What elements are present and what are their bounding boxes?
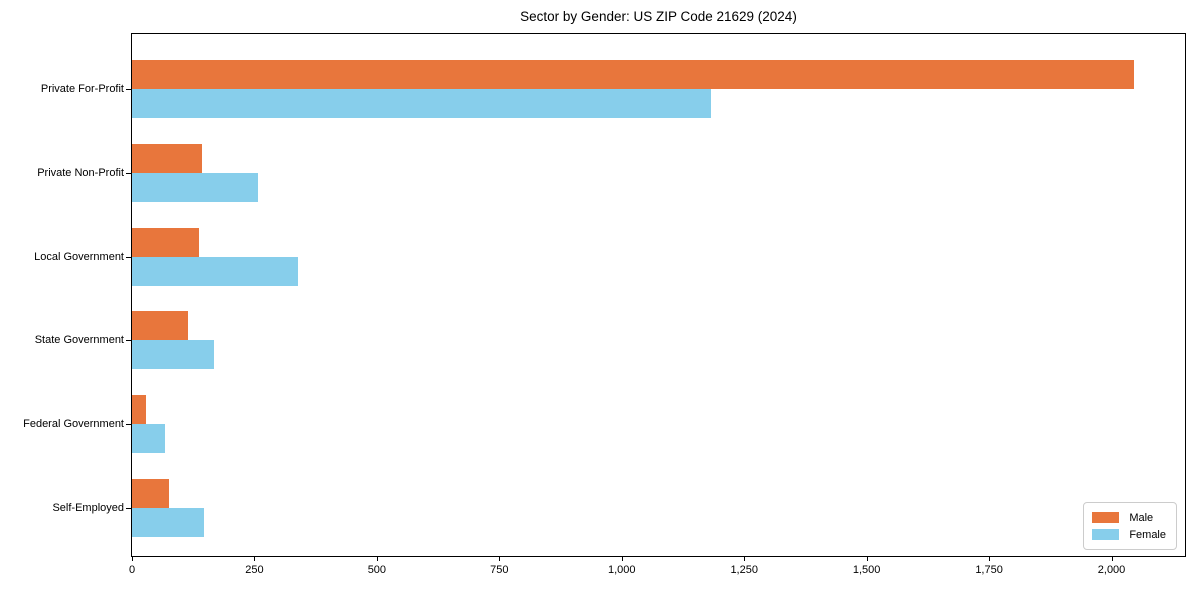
legend-swatch-female [1092,529,1120,540]
y-axis-tick [126,256,132,258]
x-axis-tick [376,556,378,561]
bar-male-3 [132,311,189,341]
x-axis-tick-label: 0 [128,564,136,576]
x-axis-tick [744,556,746,561]
bar-male-0 [132,60,1134,89]
y-axis-label: Federal Government [23,418,124,431]
legend-item-female: Female [1092,526,1166,543]
chart-title: Sector by Gender: US ZIP Code 21629 (202… [520,9,797,24]
y-axis-tick [126,508,132,509]
legend: Male Female [1083,502,1177,550]
y-axis-label: Local Government [34,250,124,263]
x-axis-tick-label: 1,500 [852,564,881,576]
bar-female-0 [132,89,712,118]
bar-male-4 [132,395,147,425]
y-axis-tick [126,340,132,342]
y-axis-tick [126,424,132,426]
x-axis-tick-label: 1,000 [608,564,636,576]
x-axis-tick [132,556,133,561]
x-axis-tick-label: 1,750 [975,564,1003,576]
x-axis-tick-label: 2,000 [1097,564,1126,576]
x-axis-tick [621,556,623,561]
x-axis-tick [254,556,256,561]
y-axis-label: Private For-Profit [40,83,124,95]
legend-swatch-male [1092,512,1120,523]
bar-female-4 [132,424,165,454]
x-axis-tick-label: 250 [245,564,264,576]
x-axis-tick-label: 500 [367,564,387,576]
x-axis-tick-label: 1,250 [730,564,758,576]
legend-label-female: Female [1129,528,1166,541]
bar-female-1 [132,172,259,202]
y-axis-tick [126,172,132,174]
x-axis-tick [1111,556,1113,561]
y-axis-label: State Government [34,334,124,347]
x-axis-tick [866,556,868,561]
x-axis-tick [989,556,991,561]
y-axis-label: Self-Employed [52,502,124,514]
bar-female-2 [132,256,298,286]
y-axis-label: Private Non-Profit [37,166,124,179]
bar-female-5 [132,508,204,537]
x-axis-tick-label: 750 [490,564,509,576]
bar-male-1 [132,143,203,173]
bar-male-5 [132,479,170,508]
y-axis-tick [126,89,132,90]
x-axis-tick [499,556,501,561]
bar-male-2 [132,227,200,257]
legend-label-male: Male [1129,511,1154,524]
bar-female-3 [132,340,214,370]
legend-item-male: Male [1092,509,1166,526]
plot-area: Male Female Private For-Profit Private No… [23,33,1186,576]
